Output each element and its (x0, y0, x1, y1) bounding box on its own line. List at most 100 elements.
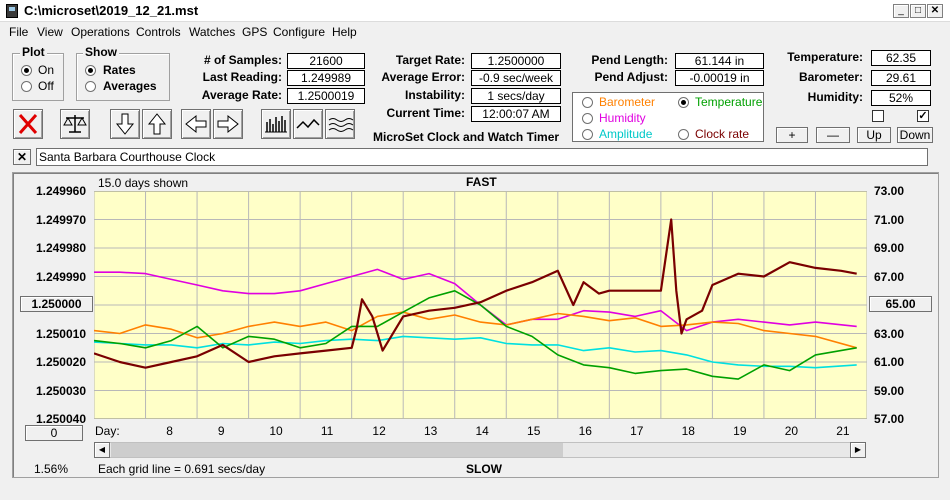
line-view-button[interactable] (293, 109, 323, 139)
menu-watches[interactable]: Watches (189, 25, 236, 39)
scale-down-button[interactable]: Down (897, 127, 933, 143)
shift-down-button[interactable] (110, 109, 140, 139)
sensor-barometer-label: Barometer (599, 95, 656, 109)
last-reading-value: 1.249989 (287, 70, 365, 86)
clear-button[interactable] (13, 109, 43, 139)
menu-operations[interactable]: Operations (71, 25, 130, 39)
day-tick-label: 10 (269, 424, 283, 438)
smooth-view-button[interactable] (325, 109, 355, 139)
menu-controls[interactable]: Controls (136, 25, 181, 39)
temperature-value: 62.35 (871, 50, 931, 66)
average-rate-label: Average Rate: (201, 88, 282, 102)
right-axis-tick-label: 71.00 (874, 212, 905, 227)
bars-view-button[interactable] (261, 109, 291, 139)
day-tick-label: 13 (423, 424, 438, 438)
day-tick-label: 9 (217, 424, 225, 438)
sensor-clockrate-label: Clock rate (695, 127, 750, 141)
current-time-value: 12:00:07 AM (471, 106, 561, 122)
arrow-right-icon (217, 114, 239, 134)
barometer-label: Barometer: (798, 70, 863, 84)
show-rates-radio[interactable] (85, 65, 96, 76)
average-rate-value: 1.2500019 (287, 88, 365, 104)
average-error-value: -0.9 sec/week (471, 70, 561, 86)
show-averages-radio[interactable] (85, 81, 96, 92)
day-tick-label: 20 (784, 424, 799, 438)
average-error-label: Average Error: (381, 70, 465, 84)
show-averages-label: Averages (103, 79, 157, 93)
scale-plus-button[interactable]: + (776, 127, 808, 143)
sensor-barometer-radio[interactable] (582, 97, 593, 108)
sensor-amplitude-radio[interactable] (582, 129, 593, 140)
scroll-left-button[interactable] (181, 109, 211, 139)
percent-label: 1.56% (34, 462, 69, 476)
sensor-humidity-radio[interactable] (582, 113, 593, 124)
day-tick-label: 16 (578, 424, 592, 438)
day-tick-label: 14 (475, 424, 489, 438)
show-rates-label: Rates (103, 63, 136, 77)
shift-up-button[interactable] (142, 109, 172, 139)
checkbox-1[interactable] (872, 110, 884, 122)
menu-view[interactable]: View (37, 25, 63, 39)
barometer-series-line (94, 311, 857, 349)
sensor-temperature-radio[interactable] (678, 97, 689, 108)
checkbox-2[interactable]: ✓ (917, 110, 929, 122)
arrow-down-icon (115, 113, 135, 135)
instability-value: 1 secs/day (471, 88, 561, 104)
last-reading-label: Last Reading: (202, 70, 282, 84)
close-button[interactable]: ✕ (927, 4, 943, 18)
minimize-button[interactable]: _ (893, 4, 909, 18)
scrollbar-thumb[interactable] (111, 443, 563, 457)
center-sensor-button[interactable]: 65.00 (869, 296, 932, 312)
window-title: C:\microset\2019_12_21.mst (24, 3, 199, 18)
plot-on-label: On (38, 63, 55, 77)
balance-scale-icon (63, 115, 87, 133)
plot-on-radio[interactable] (21, 65, 32, 76)
left-axis-tick-label: 1.250010 (35, 326, 86, 341)
show-group-legend: Show (83, 45, 119, 59)
menu-file[interactable]: File (9, 25, 29, 39)
day-tick-label: 15 (527, 424, 541, 438)
target-rate-label: Target Rate: (395, 53, 465, 67)
right-axis-tick-label: 67.00 (874, 269, 905, 284)
clock-close-button[interactable]: ✕ (13, 149, 31, 165)
plot-off-radio[interactable] (21, 81, 32, 92)
pend-length-label: Pend Length: (591, 53, 668, 67)
menu-help[interactable]: Help (332, 25, 357, 39)
right-axis-tick-label: 57.00 (874, 412, 905, 426)
sensor-select-box (572, 92, 764, 142)
plot-group (12, 53, 64, 101)
humidity-label: Humidity: (807, 90, 863, 104)
menu-gps[interactable]: GPS (242, 25, 268, 39)
day-tick-label: 8 (166, 424, 173, 438)
balance-button[interactable] (60, 109, 90, 139)
scrollbar-left-arrow[interactable]: ◀ (94, 442, 110, 458)
barometer-value: 29.61 (871, 70, 931, 86)
day-tick-label: 17 (630, 424, 644, 438)
scroll-right-button[interactable] (213, 109, 243, 139)
center-rate-button[interactable]: 1.250000 (20, 296, 93, 312)
instability-label: Instability: (404, 88, 465, 102)
show-group (76, 53, 170, 101)
day-tick-label: 11 (320, 424, 334, 438)
menu-configure[interactable]: Configure (273, 25, 326, 39)
left-axis-tick-label: 1.249960 (35, 184, 86, 198)
sensor-clockrate-radio[interactable] (678, 129, 689, 140)
left-axis-tick-label: 1.249970 (35, 212, 86, 227)
pend-adjust-value: -0.00019 in (675, 70, 764, 86)
arrow-left-icon (185, 114, 207, 134)
days-shown-label: 15.0 days shown (98, 176, 189, 190)
scale-minus-button[interactable]: — (816, 127, 850, 143)
pend-length-value: 61.144 in (675, 53, 764, 69)
maximize-button[interactable]: □ (910, 4, 926, 18)
title-bar: C:\microset\2019_12_21.mst _ □ ✕ (0, 0, 950, 22)
scale-up-button[interactable]: Up (857, 127, 891, 143)
left-axis-tick-label: 1.249980 (35, 241, 86, 255)
samples-label: # of Samples: (203, 53, 282, 67)
scroll-position-button[interactable]: 0 (25, 425, 83, 441)
grid-note: Each grid line = 0.691 secs/day (98, 462, 266, 476)
app-icon (6, 4, 18, 18)
scrollbar-right-arrow[interactable]: ▶ (850, 442, 866, 458)
clock-name-input[interactable]: Santa Barbara Courthouse Clock (36, 148, 928, 166)
fast-label: FAST (466, 175, 497, 189)
samples-value: 21600 (287, 53, 365, 69)
